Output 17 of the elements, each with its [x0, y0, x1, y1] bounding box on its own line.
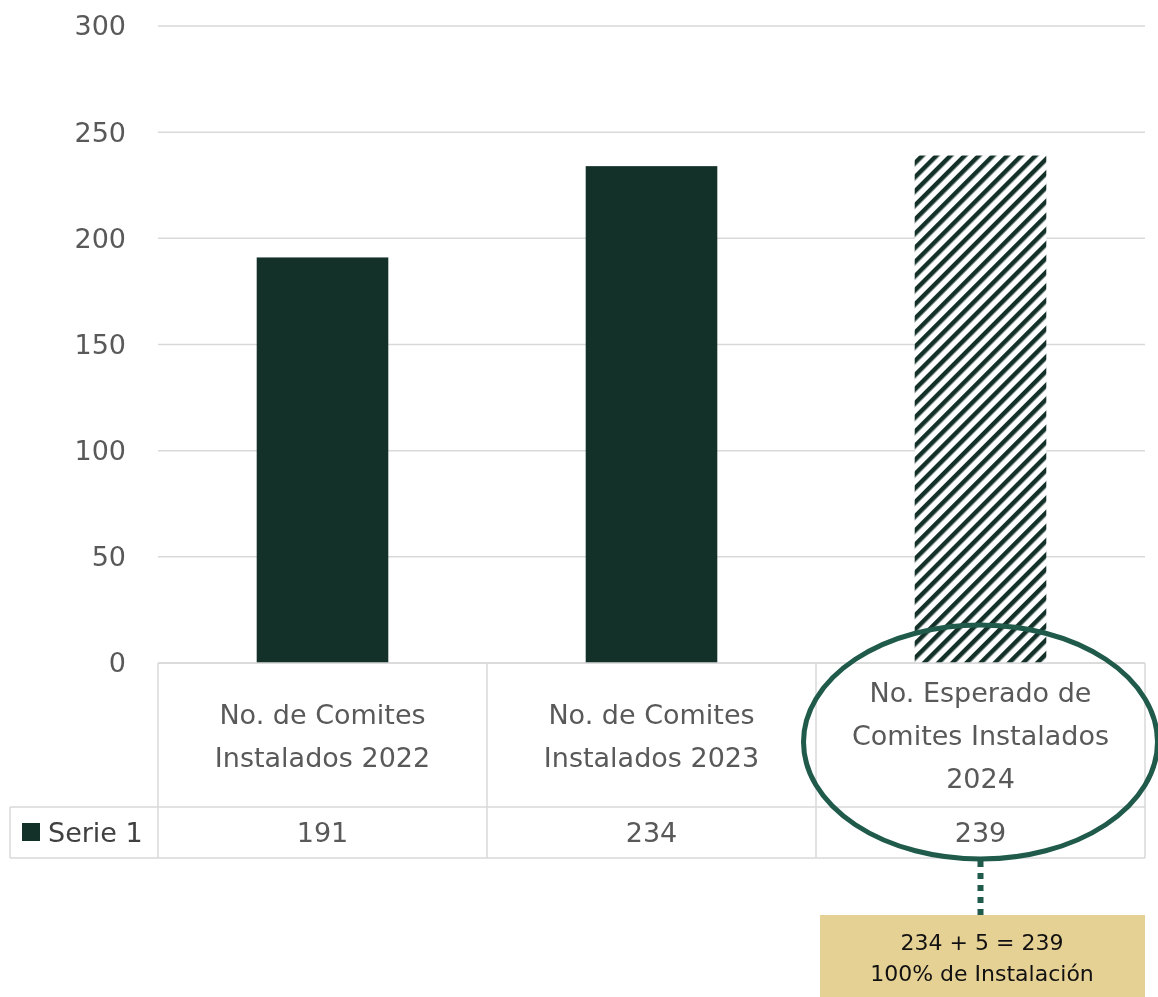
- legend-label: Serie 1: [48, 816, 143, 848]
- x-tick-label: No. de Comites Instalados 2023: [543, 698, 760, 773]
- data-label: 191: [296, 816, 349, 848]
- y-tick-label: 300: [74, 10, 126, 42]
- x-tick-label: No. Esperado de Comites Instalados 2024: [851, 677, 1110, 794]
- y-tick-label: 0: [108, 647, 126, 679]
- data-label: 239: [954, 816, 1007, 848]
- text: 234 + 5 = 239 100% de Instalación: [870, 930, 1094, 986]
- y-tick-label: 200: [74, 222, 126, 254]
- x-tick-label: No. de Comites Instalados 2022: [214, 698, 431, 773]
- bar: [585, 166, 718, 663]
- bar: [256, 257, 389, 663]
- y-tick-label: 50: [91, 541, 126, 573]
- y-tick-label: 100: [74, 435, 126, 467]
- y-tick-label: 150: [74, 328, 126, 360]
- data-label: 234: [625, 816, 678, 848]
- y-tick-label: 250: [74, 116, 126, 148]
